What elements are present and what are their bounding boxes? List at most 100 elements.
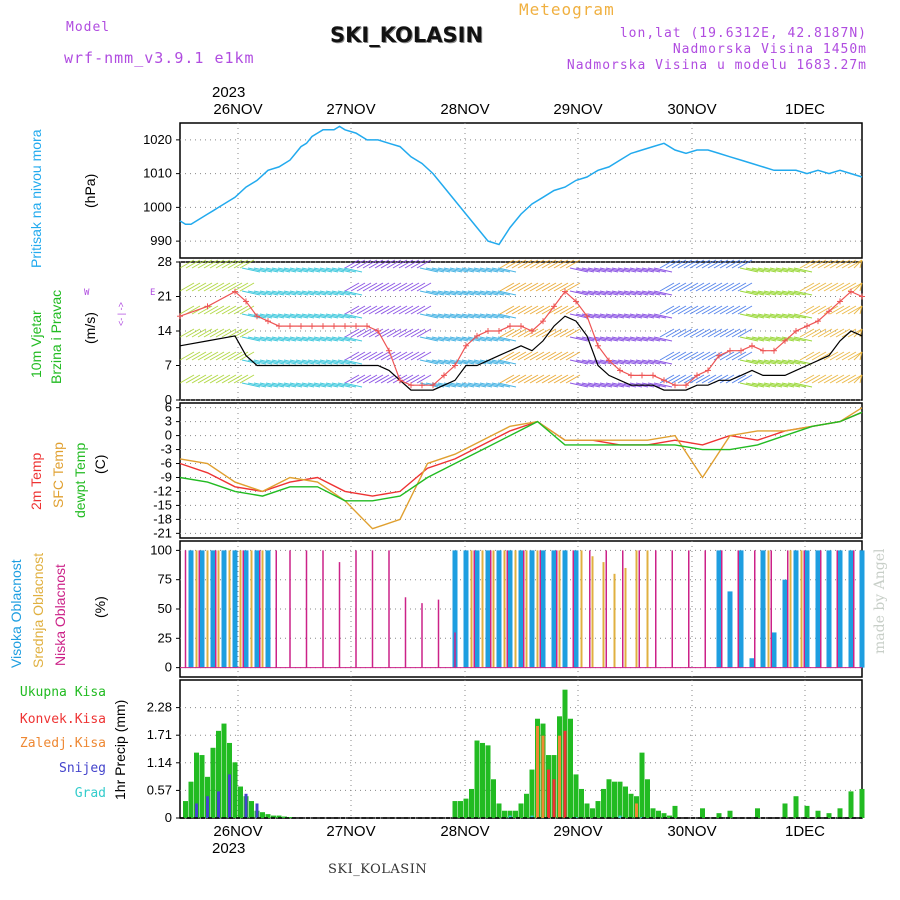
wind-barb bbox=[374, 328, 390, 338]
wind-barb bbox=[701, 305, 717, 315]
wind-barb bbox=[605, 267, 625, 273]
wind-barb bbox=[745, 382, 765, 388]
cloud-bar bbox=[602, 562, 605, 668]
wind-barb bbox=[565, 351, 581, 361]
y-tick-label: 50 bbox=[158, 601, 172, 616]
wind-barb bbox=[247, 267, 267, 273]
wind-barb bbox=[344, 374, 360, 384]
wind-barb bbox=[701, 328, 717, 338]
wind-barb bbox=[757, 267, 777, 273]
cloud-bar bbox=[518, 550, 524, 668]
wind-barb bbox=[611, 359, 631, 365]
wind-barb bbox=[737, 328, 753, 338]
precip-bar bbox=[667, 815, 672, 818]
wind-barb bbox=[203, 351, 219, 361]
precip-bar bbox=[755, 808, 760, 818]
wind-barb bbox=[437, 267, 457, 273]
temp-line-0 bbox=[179, 411, 863, 497]
wind-barb bbox=[541, 351, 557, 361]
wind-barb bbox=[587, 313, 607, 319]
wind-barb bbox=[343, 313, 363, 319]
wind-barb bbox=[731, 351, 747, 361]
precip-bar bbox=[635, 803, 638, 818]
precip-bar bbox=[793, 796, 799, 818]
wind-barb bbox=[587, 336, 607, 342]
wind-barb bbox=[467, 336, 487, 342]
wind-barb bbox=[635, 267, 655, 273]
cloud-bar bbox=[624, 567, 627, 668]
wind-barb bbox=[239, 328, 255, 338]
cloud-bar bbox=[771, 632, 777, 668]
wind-barb bbox=[325, 290, 345, 296]
wind-barb bbox=[350, 351, 366, 361]
wind-barb bbox=[739, 336, 759, 342]
precip-bar bbox=[623, 786, 628, 818]
wind-barb bbox=[683, 351, 699, 361]
wind-barb bbox=[179, 305, 195, 315]
wind-barb bbox=[392, 328, 408, 338]
wind-barb bbox=[265, 359, 285, 365]
wind-barb bbox=[179, 328, 195, 338]
wind-barb bbox=[701, 374, 717, 384]
wind-barb bbox=[611, 382, 631, 388]
cloud-bar bbox=[452, 550, 458, 668]
wind-barb bbox=[197, 259, 213, 269]
wind-barb bbox=[701, 351, 717, 361]
cloud-bar bbox=[671, 550, 673, 668]
cloud-bar bbox=[492, 550, 495, 668]
wind-barb bbox=[653, 382, 673, 388]
wind-barb bbox=[337, 290, 357, 296]
wind-barb bbox=[559, 305, 575, 315]
wind-barb bbox=[386, 351, 402, 361]
wind-barb bbox=[793, 382, 813, 388]
cloud-bar bbox=[305, 550, 308, 668]
y-tick-label: 3 bbox=[165, 414, 172, 429]
wind-barb bbox=[331, 313, 351, 319]
wind-barb bbox=[380, 259, 396, 269]
wind-barb bbox=[739, 267, 759, 273]
precip-bar bbox=[496, 803, 502, 818]
wind-barb bbox=[695, 374, 711, 384]
wind-barb bbox=[233, 282, 249, 292]
cloud-bar bbox=[206, 550, 209, 668]
wind-barb bbox=[368, 328, 384, 338]
cloud-bar bbox=[836, 550, 838, 668]
y-tick-label: -6 bbox=[160, 456, 172, 471]
wind-barb bbox=[581, 382, 601, 388]
wind-barb bbox=[823, 259, 839, 269]
wind-barb bbox=[505, 305, 521, 315]
wind-barb bbox=[301, 382, 321, 388]
precip-bar bbox=[524, 793, 529, 818]
wind-barb bbox=[617, 290, 637, 296]
cloud-bar bbox=[259, 550, 261, 668]
wind-barb bbox=[356, 374, 372, 384]
wind-barb bbox=[289, 313, 309, 319]
wind-barb bbox=[751, 290, 771, 296]
wind-barb bbox=[505, 328, 521, 338]
precip-bar bbox=[485, 745, 491, 818]
temp-line-2 bbox=[179, 411, 863, 502]
wind-barb bbox=[392, 351, 408, 361]
wind-barb bbox=[553, 351, 569, 361]
wind-barb bbox=[431, 313, 451, 319]
wind-barb bbox=[805, 259, 821, 269]
wind-barb bbox=[491, 290, 511, 296]
wind-barb bbox=[431, 267, 451, 273]
precip-bar bbox=[579, 788, 584, 818]
cloud-bar bbox=[859, 550, 865, 668]
wind-barb bbox=[203, 282, 219, 292]
wind-barb bbox=[398, 305, 414, 315]
precip-bar bbox=[199, 755, 205, 818]
top-date-label: 29NOV bbox=[553, 101, 602, 118]
wind-barb bbox=[617, 267, 637, 273]
wind-barb bbox=[215, 305, 231, 315]
wind-barb bbox=[277, 290, 297, 296]
cloud-bar bbox=[787, 550, 789, 668]
wind-barb bbox=[659, 328, 675, 338]
wind-barb bbox=[461, 359, 481, 365]
wind-barb bbox=[313, 267, 333, 273]
cloud-bar bbox=[506, 550, 508, 668]
wind-barb bbox=[781, 336, 801, 342]
wind-barb bbox=[497, 290, 517, 296]
wind-barb bbox=[535, 328, 551, 338]
